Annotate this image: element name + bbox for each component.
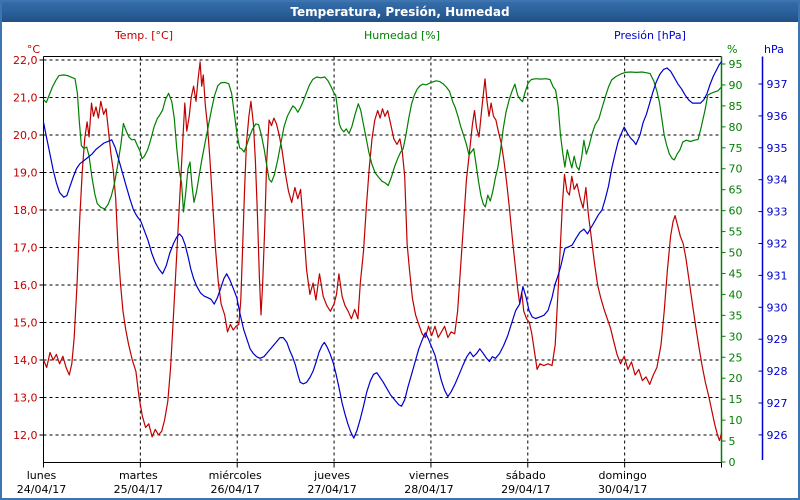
humidity-tick-label: 80 — [729, 121, 743, 134]
day-name-label: jueves — [313, 469, 350, 482]
pressure-tick-label: 934 — [767, 174, 788, 187]
window-title: Temperatura, Presión, Humedad — [290, 5, 510, 19]
humidity-tick-label: 0 — [729, 456, 736, 469]
humidity-tick-label: 70 — [729, 163, 743, 176]
pressure-tick-label: 930 — [767, 301, 788, 314]
legend-pressure: Presión [hPa] — [614, 29, 686, 42]
temperature-tick-label: 20,0 — [13, 129, 38, 142]
legend-humidity: Humedad [%] — [364, 29, 440, 42]
temperature-axis-unit: °C — [26, 43, 40, 56]
humidity-tick-label: 25 — [729, 351, 743, 364]
day-name-label: sábado — [506, 469, 546, 482]
day-name-label: viernes — [409, 469, 449, 482]
day-date-label: 28/04/17 — [404, 483, 453, 496]
temperature-tick-label: 18,0 — [13, 204, 38, 217]
series-line-temperature — [42, 61, 723, 442]
temperature-tick-label: 15,0 — [13, 317, 38, 330]
temperature-tick-label: 19,0 — [13, 167, 38, 180]
humidity-tick-label: 95 — [729, 58, 743, 71]
pressure-tick-label: 926 — [767, 429, 788, 442]
humidity-tick-label: 65 — [729, 184, 743, 197]
day-date-label: 27/04/17 — [307, 483, 356, 496]
temperature-tick-label: 17,0 — [13, 242, 38, 255]
day-name-label: lunes — [27, 469, 57, 482]
humidity-tick-label: 45 — [729, 267, 743, 280]
humidity-tick-label: 20 — [729, 372, 743, 385]
day-date-label: 26/04/17 — [211, 483, 260, 496]
pressure-axis-unit: hPa — [764, 43, 784, 56]
humidity-tick-label: 90 — [729, 79, 743, 92]
humidity-tick-label: 85 — [729, 100, 743, 113]
temperature-tick-label: 13,0 — [13, 392, 38, 405]
temperature-tick-label: 22,0 — [13, 54, 38, 67]
series-line-humidity — [42, 71, 723, 213]
legend-temperature: Temp. [°C] — [114, 29, 174, 42]
pressure-axis: 937 936 935 934 933 932 931 930 929 928 927 926 — [758, 56, 788, 460]
pressure-tick-label: 936 — [767, 110, 788, 123]
humidity-axis-unit: % — [727, 43, 738, 56]
day-date-label: 30/04/17 — [598, 483, 647, 496]
humidity-tick-label: 10 — [729, 414, 743, 427]
pressure-tick-label: 937 — [767, 78, 788, 91]
humidity-tick-label: 35 — [729, 309, 743, 322]
humidity-tick-label: 75 — [729, 142, 743, 155]
day-date-label: 25/04/17 — [114, 483, 163, 496]
temperature-tick-label: 21,0 — [13, 92, 38, 105]
humidity-tick-label: 60 — [729, 205, 743, 218]
humidity-tick-label: 40 — [729, 288, 743, 301]
humidity-tick-label: 30 — [729, 330, 743, 343]
day-name-label: martes — [119, 469, 158, 482]
series-line-pressure — [42, 61, 723, 439]
window-titlebar: Temperatura, Presión, Humedad — [2, 2, 798, 22]
pressure-tick-label: 927 — [767, 397, 788, 410]
gridlines: 22,0 21,0 20,0 19,0 18,0 17,0 16,0 15,0 14,0 13,0… — [13, 54, 722, 468]
temperature-tick-label: 14,0 — [13, 354, 38, 367]
humidity-tick-label: 5 — [729, 435, 736, 448]
pressure-tick-label: 931 — [767, 269, 788, 282]
day-date-label: 29/04/17 — [501, 483, 550, 496]
pressure-tick-label: 935 — [767, 142, 788, 155]
humidity-tick-label: 15 — [729, 393, 743, 406]
day-name-label: miércoles — [209, 469, 262, 482]
temperature-tick-label: 16,0 — [13, 279, 38, 292]
pressure-tick-label: 929 — [767, 333, 788, 346]
humidity-tick-label: 50 — [729, 247, 743, 260]
pressure-tick-label: 932 — [767, 238, 788, 251]
day-name-label: domingo — [599, 469, 647, 482]
pressure-tick-label: 933 — [767, 206, 788, 219]
pressure-tick-label: 928 — [767, 365, 788, 378]
temperature-tick-label: 12,0 — [13, 429, 38, 442]
humidity-tick-label: 55 — [729, 226, 743, 239]
day-date-label: 24/04/17 — [17, 483, 66, 496]
